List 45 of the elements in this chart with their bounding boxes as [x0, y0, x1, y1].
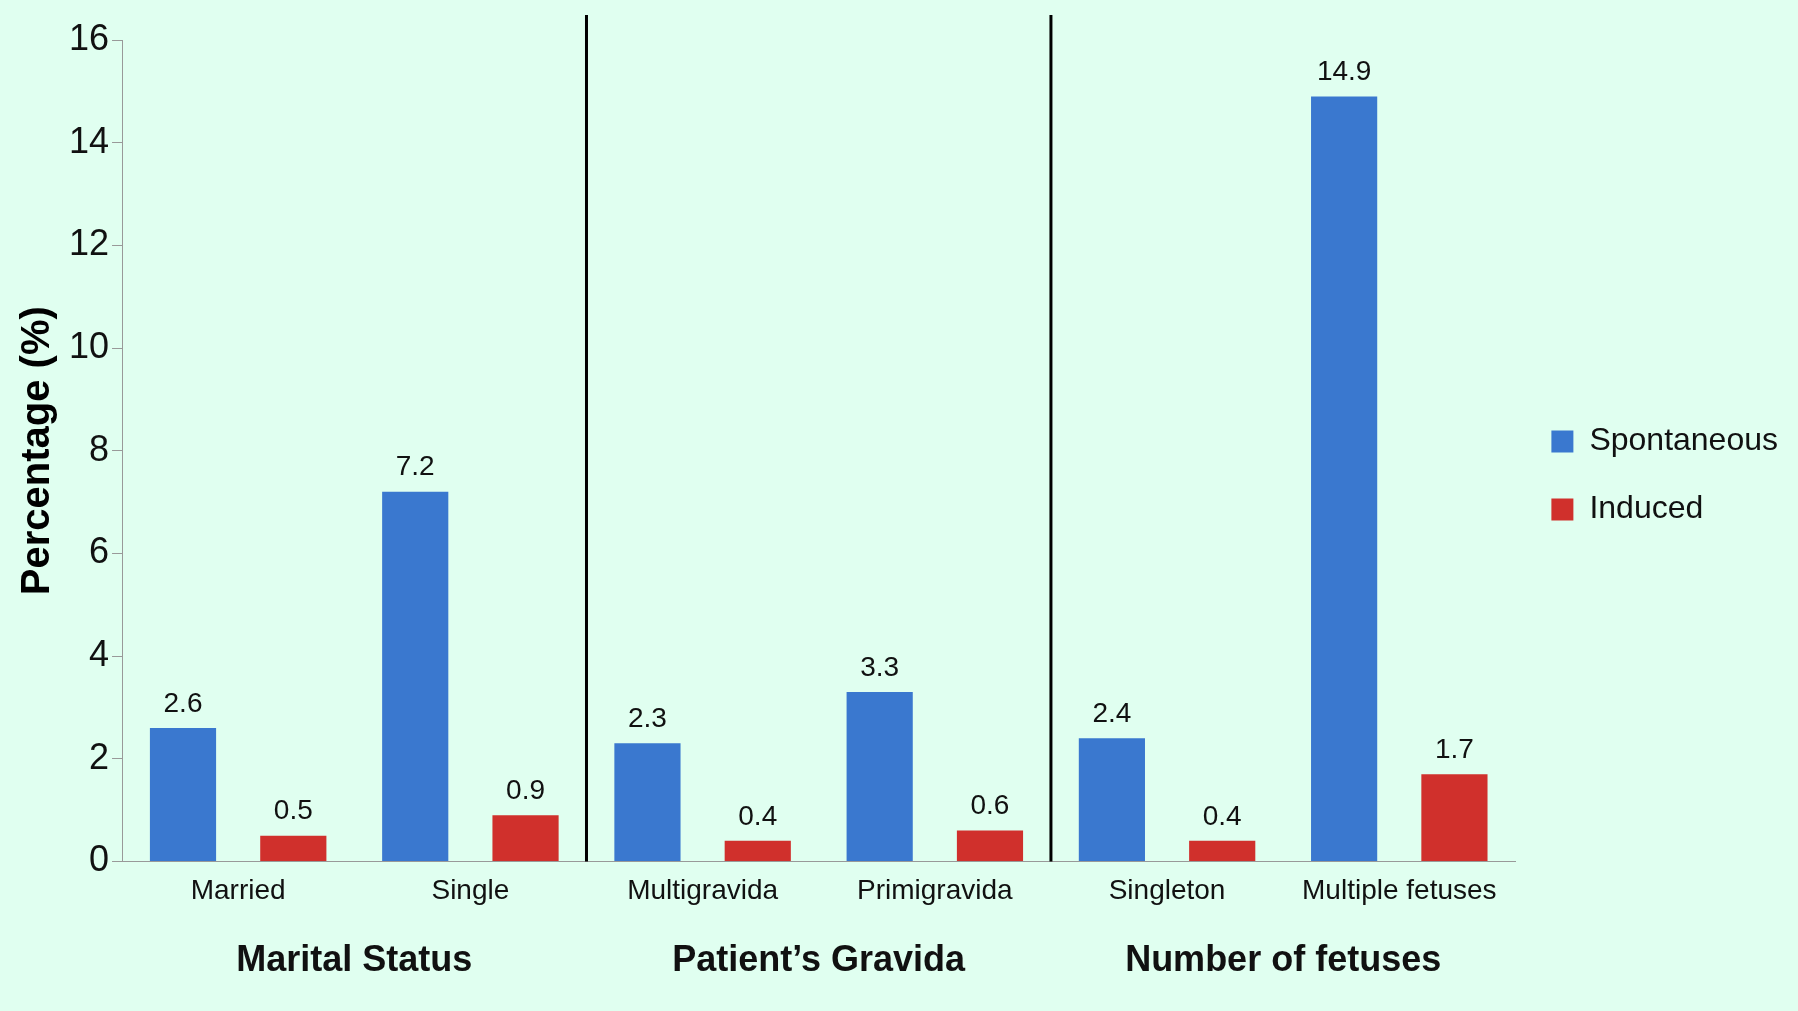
data-label: 0.5 — [273, 794, 313, 826]
data-label: 7.2 — [395, 450, 435, 482]
y-tick-label: 12 — [69, 222, 110, 264]
x-tick-label: Singleton — [1108, 873, 1226, 905]
data-label: 0.9 — [506, 773, 545, 805]
bar — [614, 743, 681, 861]
bar — [382, 491, 449, 861]
data-label: 14.9 — [1316, 55, 1372, 87]
x-tick-label: Married — [190, 873, 286, 905]
data-label: 2.3 — [627, 702, 667, 734]
bar — [492, 815, 559, 861]
bar — [724, 840, 791, 861]
bar — [846, 691, 913, 861]
bar — [956, 830, 1024, 861]
y-tick-label: 4 — [89, 632, 110, 674]
bar — [260, 835, 327, 861]
bar — [149, 727, 217, 861]
y-tick-label: 14 — [69, 119, 110, 161]
data-label: 1.7 — [1434, 732, 1474, 764]
bar — [1311, 96, 1378, 861]
text: Patient’s Gravida — [672, 938, 967, 980]
y-tick-label: 8 — [89, 427, 110, 469]
y-tick-label: 10 — [69, 324, 110, 366]
x-tick-label: Primigravida — [857, 873, 1014, 905]
y-tick-label: 0 — [89, 838, 110, 880]
data-label: 0.4 — [1202, 799, 1242, 831]
y-axis-title: Percentage (%) — [13, 306, 58, 596]
text: Number of fetuses — [1125, 938, 1442, 980]
bar — [1421, 774, 1488, 861]
data-label: 0.6 — [970, 789, 1010, 821]
y-tick-label: 6 — [89, 530, 110, 572]
bar — [1078, 738, 1145, 861]
legend-label: Induced — [1589, 489, 1704, 526]
data-label: 2.4 — [1092, 696, 1132, 728]
x-tick-label: Multigravida — [627, 873, 779, 905]
y-tick-label: 2 — [89, 735, 110, 777]
data-label: 3.3 — [860, 650, 900, 682]
y-tick-label: 16 — [69, 16, 110, 58]
x-tick-label: Multiple fetuses — [1302, 873, 1497, 905]
bar — [1189, 840, 1256, 861]
data-label: 2.6 — [163, 686, 203, 718]
x-tick-label: Single — [431, 873, 510, 905]
data-label: 0.4 — [738, 799, 778, 831]
legend-label: Spontaneous — [1589, 421, 1778, 458]
text: Marital Status — [236, 938, 473, 980]
